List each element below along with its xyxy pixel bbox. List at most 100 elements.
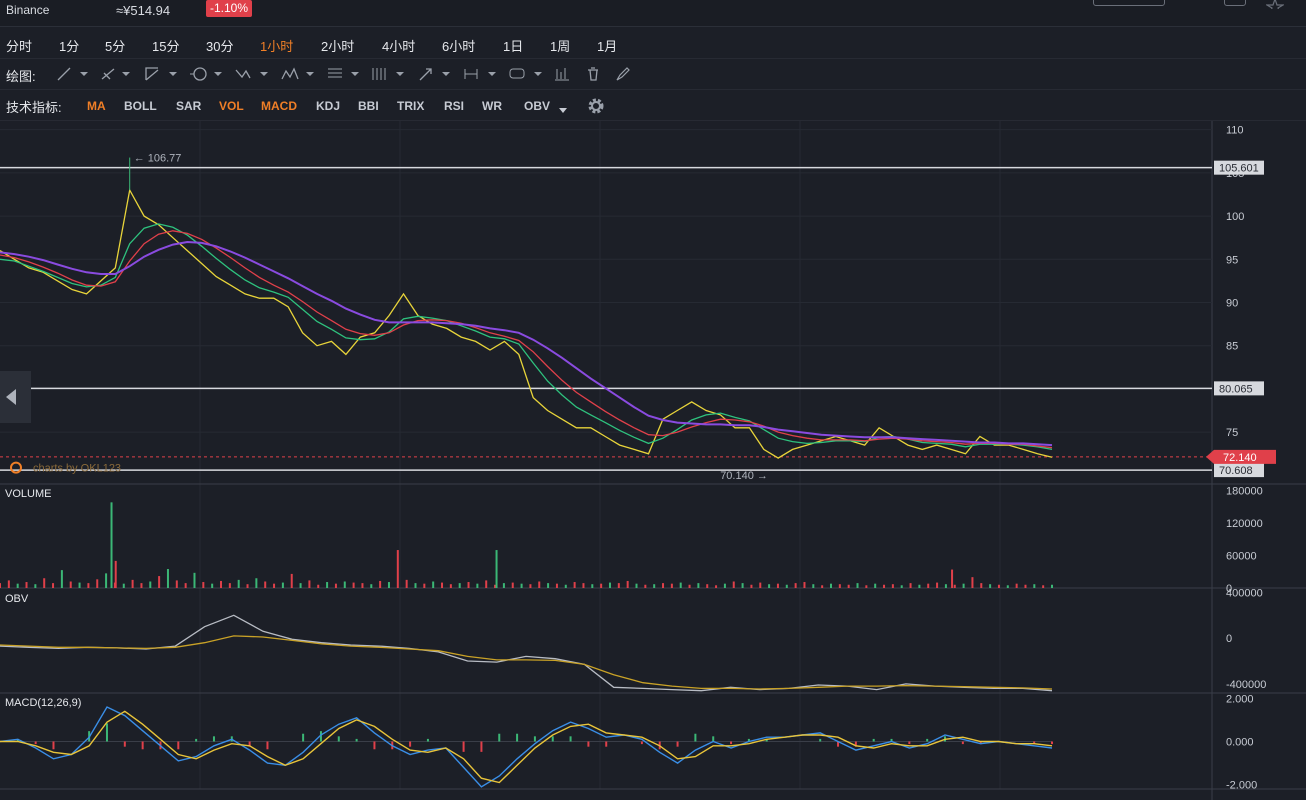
indicator-boll[interactable]: BOLL [124, 99, 157, 113]
volume-bar [1024, 584, 1027, 588]
volume-bar [87, 583, 90, 588]
timeframe-4[interactable]: 30分 [206, 39, 234, 54]
fibonacci-tool-icon[interactable] [326, 65, 362, 83]
arrow-tool-icon[interactable] [418, 65, 454, 83]
volume-bar [352, 582, 355, 588]
indicator-sar[interactable]: SAR [176, 99, 202, 113]
circle-tool-icon[interactable] [190, 65, 226, 83]
volume-tick-label: 180000 [1226, 485, 1263, 497]
volume-bar [255, 578, 258, 588]
annotation-tool-icon[interactable] [508, 65, 544, 83]
screenshot-icon[interactable] [1224, 0, 1246, 6]
volume-bar [449, 584, 452, 588]
volume-bar [1006, 585, 1009, 588]
zigzag-tool-icon[interactable] [234, 65, 270, 83]
volume-bar [582, 583, 585, 588]
settings-gear-icon[interactable] [586, 96, 606, 116]
kline-chart[interactable]: 7580859095100105110105.60180.06570.60872… [0, 121, 1306, 800]
chart-area[interactable]: 7580859095100105110105.60180.06570.60872… [0, 121, 1306, 800]
timeframe-7[interactable]: 4小时 [382, 39, 416, 54]
macd-histogram-bar [979, 741, 982, 745]
macd-histogram-bar [16, 738, 19, 742]
timeframe-10[interactable]: 1周 [550, 39, 571, 54]
chart-watermark: charts by OKL123 [33, 463, 121, 475]
macd-histogram-bar [462, 741, 465, 752]
volume-bar [644, 584, 647, 588]
obv-tick-label: -400000 [1226, 679, 1266, 691]
macd-histogram-bar [141, 741, 144, 750]
pen-tool-icon[interactable] [614, 65, 650, 83]
volume-bar [856, 583, 859, 588]
obv-series-line-0 [0, 614, 1053, 692]
volume-bar [1015, 583, 1018, 588]
indicator-bbi[interactable]: BBI [358, 99, 379, 113]
volume-bar [573, 582, 576, 588]
macd-histogram-bar [266, 741, 269, 750]
macd-histogram-bar [605, 741, 608, 747]
channel-tool-icon[interactable] [144, 65, 180, 83]
indicator-vol[interactable]: VOL [219, 99, 244, 113]
indicator-macd[interactable]: MACD [261, 99, 297, 113]
macd-tick-label: 2.000 [1226, 693, 1254, 705]
volume-bar [290, 573, 293, 588]
volume-bar [918, 584, 921, 588]
volume-bar [441, 582, 444, 588]
ruler-tool-icon[interactable] [100, 65, 136, 83]
volume-bar [237, 579, 240, 588]
timeframe-2[interactable]: 5分 [105, 39, 126, 54]
obv-series-line-1 [0, 635, 1053, 690]
indicator-rsi[interactable]: RSI [444, 99, 465, 113]
macd-histogram-bar [926, 738, 929, 742]
volume-bar [96, 579, 99, 588]
volume-bar [299, 583, 302, 588]
price-tick-label: 100 [1226, 211, 1244, 223]
volume-bar [264, 581, 267, 588]
volume-bar [184, 583, 187, 588]
pattern-tool-icon[interactable] [280, 65, 316, 83]
collapse-left-handle[interactable] [0, 371, 31, 423]
volume-bar [343, 581, 346, 588]
indicator-ma[interactable]: MA [87, 99, 106, 113]
macd-histogram-bar [712, 736, 715, 742]
volume-bar [520, 583, 523, 588]
indicator-wr[interactable]: WR [482, 99, 502, 113]
timeframe-1[interactable]: 1分 [59, 39, 80, 54]
indicator-obv[interactable]: OBV [524, 99, 551, 113]
timeframe-11[interactable]: 1月 [597, 39, 618, 54]
measure-tool-icon[interactable] [554, 65, 590, 83]
timeframe-6[interactable]: 2小时 [321, 39, 355, 54]
horizontal-line-label: 105.601 [1219, 163, 1259, 175]
indicator-kdj[interactable]: KDJ [316, 99, 341, 113]
volume-bar [220, 580, 223, 588]
trendline-tool-icon[interactable] [56, 65, 92, 83]
volume-bar [529, 584, 532, 588]
favorite-star-icon[interactable] [1264, 0, 1286, 15]
indicator-trix[interactable]: TRIX [397, 99, 425, 113]
indicator-more-icon[interactable] [559, 101, 567, 119]
period-lines-tool-icon[interactable] [370, 65, 406, 83]
timeframe-9[interactable]: 1日 [503, 39, 524, 54]
delete-drawings-icon[interactable] [584, 65, 620, 83]
price-tick-label: 90 [1226, 298, 1238, 310]
range-tool-icon[interactable] [462, 65, 498, 83]
volume-bar [432, 581, 435, 588]
volume-bar [0, 583, 1, 588]
timeframe-8[interactable]: 6小时 [442, 39, 476, 54]
volume-bar [759, 582, 762, 588]
volume-bar [971, 577, 974, 588]
timeframe-5[interactable]: 1小时 [260, 39, 294, 54]
volume-bar [980, 583, 983, 588]
timeframe-3[interactable]: 15分 [152, 39, 180, 54]
volume-bar [166, 569, 169, 588]
macd-histogram-bar [730, 741, 733, 745]
volume-bar [458, 583, 461, 588]
macd-histogram-bar [837, 741, 840, 747]
exchange-name[interactable]: Binance [6, 3, 50, 17]
volume-bar [405, 579, 408, 588]
timeframe-0[interactable]: 分时 [6, 39, 33, 54]
macd-histogram-bar [123, 741, 126, 747]
top-right-control[interactable] [1093, 0, 1165, 6]
macd-histogram-bar [819, 738, 822, 742]
volume-bar [78, 582, 81, 588]
top-bar: Binance ≈¥514.94 -1.10% [0, 0, 1306, 27]
